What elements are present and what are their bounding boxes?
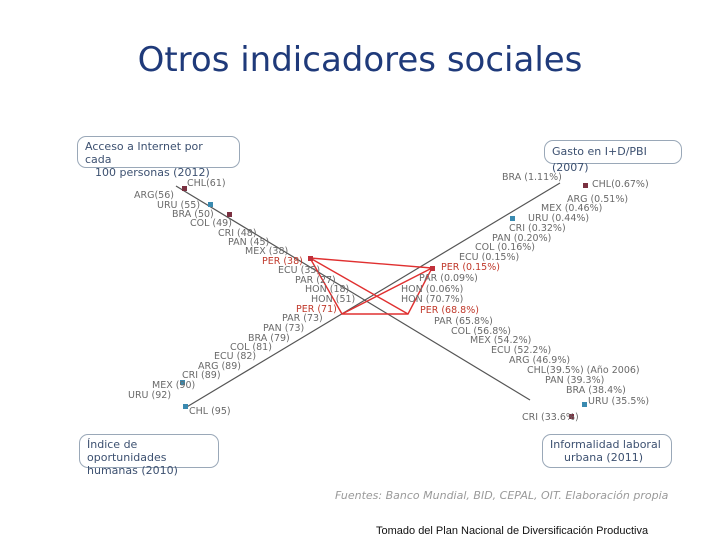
label-gasto-0: BRA (1.11%) [502,172,562,183]
slide-title: Otros indicadores sociales [137,40,583,80]
label-idh-6: ECU (82) [214,351,256,362]
label-inf-6: ARG (46.9%) [509,355,570,366]
label-gasto-6: PAN (0.20%) [492,233,551,244]
label-idh-0: HON (51) [311,294,355,305]
label-inf-2: PAR (65.8%) [434,316,493,327]
box-idh-line1: Índice de oportunidades [87,438,167,464]
label-idh-5: COL (81) [230,342,272,353]
label-internet-0: CHL(61) [187,178,226,189]
box-internet-line1: Acceso a Internet por cada [85,140,203,166]
peru-highlight-diag2 [341,267,433,315]
label-inf-9: BRA (38.4%) [566,385,626,396]
marker-per-internet [308,256,313,261]
marker-per-gasto [430,266,435,271]
label-internet-5: CRI (48) [218,228,257,239]
label-internet-10: PAR (27) [295,275,336,286]
marker-uru-gasto [510,216,515,221]
marker-cri-inf [569,414,574,419]
label-internet-11: HON (18) [305,284,349,295]
label-inf-4: MEX (54.2%) [470,335,531,346]
label-gasto-1: CHL(0.67%) [592,179,649,190]
label-inf-7: CHL(39.5%) (Año 2006) [527,365,640,376]
label-inf-3: COL (56.8%) [451,326,511,337]
label-idh-3: PAN (73) [263,323,304,334]
label-inf-5: ECU (52.2%) [491,345,551,356]
peru-highlight-diag1 [309,257,409,315]
box-informalidad-line2: urbana (2011) [564,451,644,464]
label-gasto-4: URU (0.44%) [528,213,589,224]
box-gasto-label: Gasto en I+D/PBI (2007) [552,145,647,174]
label-internet-9: ECU (35) [278,265,320,276]
label-inf-10: URU (35.5%) [588,396,649,407]
label-idh-2: PAR (73) [282,313,323,324]
label-internet-3: BRA (50) [172,209,214,220]
label-gasto-7: COL (0.16%) [475,242,535,253]
label-internet-4: COL (49) [190,218,232,229]
marker-chl-idh [183,404,188,409]
label-gasto-5: CRI (0.32%) [509,223,566,234]
marker-mex-idh [180,380,185,385]
box-informalidad: Informalidad laboral urbana (2011) [542,434,672,468]
label-idh-10: URU (92) [128,390,171,401]
label-idh-11: CHL (95) [189,406,231,417]
box-internet-line2: 100 personas (2012) [95,166,210,179]
box-gasto: Gasto en I+D/PBI (2007) [544,140,682,174]
axis-internet-idh [175,185,531,401]
label-inf-8: PAN (39.3%) [545,375,604,386]
label-idh-7: ARG (89) [198,361,241,372]
label-idh-1: PER (71) [296,304,337,315]
marker-chl-gasto [583,183,588,188]
label-internet-1: ARG(56) [134,190,174,201]
label-gasto-10: PAR (0.09%) [419,273,478,284]
label-idh-8: CRI (89) [182,370,221,381]
marker-uru-inf [582,402,587,407]
footnote: Tomado del Plan Nacional de Diversificac… [376,525,649,537]
marker-uru-internet [208,202,213,207]
sources-note: Fuentes: Banco Mundial, BID, CEPAL, OIT.… [335,489,669,502]
label-gasto-11: HON (0.06%) [401,284,463,295]
label-inf-11: CRI (33.6%) [522,412,579,423]
box-informalidad-line1: Informalidad laboral [550,438,661,451]
label-internet-2: URU (55) [157,200,200,211]
label-gasto-3: MEX (0.46%) [541,203,602,214]
label-inf-1: PER (68.8%) [420,305,479,316]
marker-bra-internet [227,212,232,217]
label-inf-0: HON (70.7%) [401,294,463,305]
box-idh-line2: humanas (2010) [87,464,178,477]
box-internet: Acceso a Internet por cada 100 personas … [77,136,240,179]
box-idh: Índice de oportunidades humanas (2010) [79,434,219,477]
label-gasto-9: PER (0.15%) [441,262,500,273]
axis-gasto-informalidad [184,182,561,409]
label-idh-9: MEX (90) [152,380,195,391]
label-internet-8: PER (38) [262,256,303,267]
marker-chl-internet [182,186,187,191]
label-internet-7: MEX (38) [245,246,288,257]
label-internet-6: PAN (45) [228,237,269,248]
label-gasto-8: ECU (0.15%) [459,252,519,263]
label-idh-4: BRA (79) [248,333,290,344]
label-gasto-2: ARG (0.51%) [567,194,628,205]
